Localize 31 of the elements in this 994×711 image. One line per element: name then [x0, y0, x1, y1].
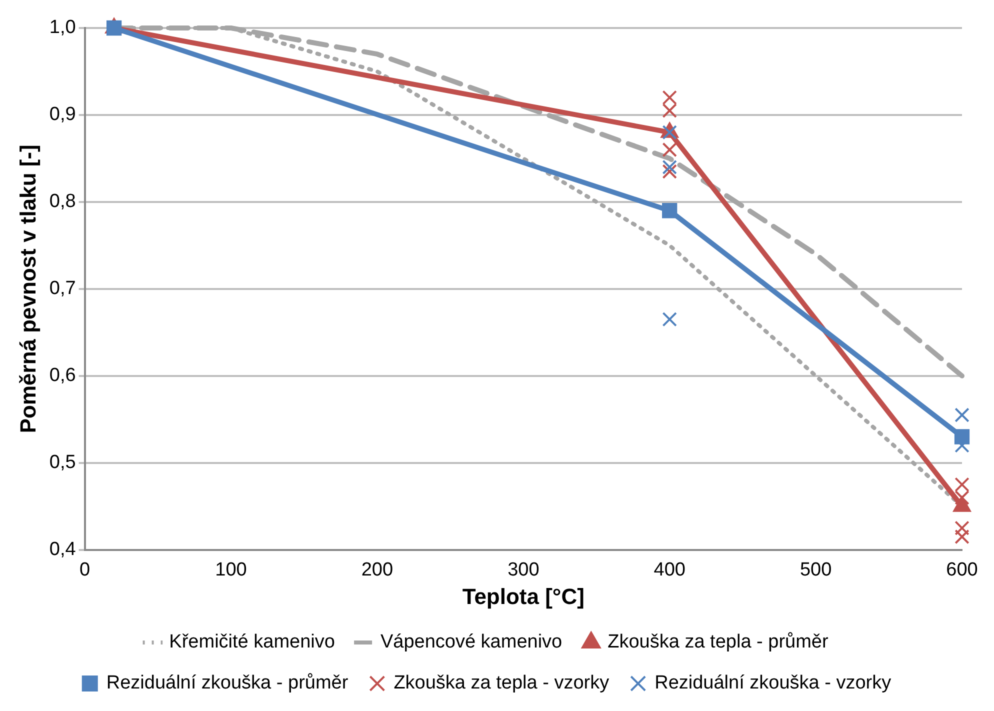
legend-label: Vápencové kamenivo: [380, 632, 562, 653]
point: [662, 142, 677, 158]
y-tick-label: 1,0: [49, 17, 76, 38]
x-tick-label: 400: [654, 559, 686, 580]
y-tick-label: 0,9: [49, 104, 76, 126]
legend-label: Zkouška za tepla - průměr: [608, 632, 829, 653]
y-tick-label: 0,4: [49, 539, 76, 560]
point: [954, 520, 970, 536]
y-tick-label: 0,7: [49, 278, 76, 300]
x-tick-label: 300: [508, 559, 540, 580]
y-tick-label: 0,8: [49, 191, 76, 212]
y-tick-label: 0,6: [49, 365, 76, 386]
x-axis-title: Teplota [°C]: [462, 584, 584, 609]
point: [662, 312, 677, 327]
legend-label: Reziduální zkouška - vzorky: [654, 672, 892, 694]
point: [954, 529, 970, 544]
x-tick-label: 600: [946, 559, 978, 580]
legend-label: Křemičité kamenivo: [169, 632, 335, 653]
point: [106, 20, 122, 36]
x-tick-label: 100: [215, 559, 247, 580]
y-tick-label: 0,5: [49, 452, 76, 474]
x-tick-label: 500: [800, 559, 832, 580]
point: [662, 203, 678, 218]
point: [662, 164, 677, 179]
x-tick-label: 200: [361, 559, 394, 580]
x-tick-label: 0: [80, 559, 90, 580]
point: [662, 160, 677, 175]
legend-label: Zkouška za tepla - vzorky: [394, 672, 610, 694]
y-axis-title: Poměrná pevnost v tlaku [-]: [15, 144, 40, 434]
legend-label: Reziduální zkouška - průměr: [106, 672, 349, 694]
point: [954, 408, 970, 422]
